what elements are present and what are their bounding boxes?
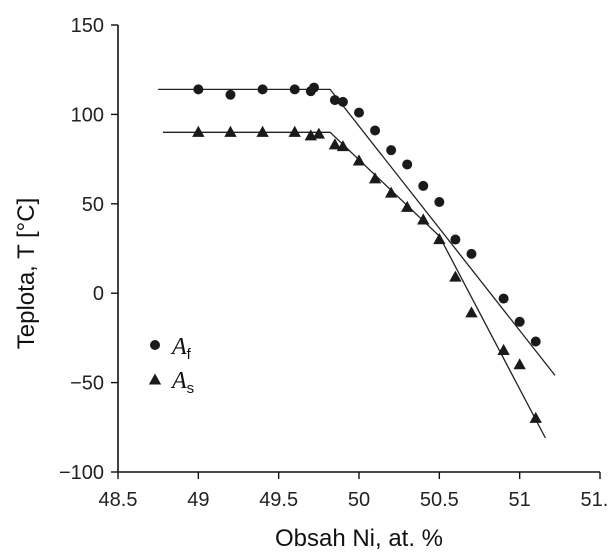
point-Af xyxy=(354,107,364,118)
point-Af xyxy=(434,197,445,208)
point-Af xyxy=(466,248,477,259)
point-As xyxy=(192,125,205,137)
point-As xyxy=(417,213,430,225)
x-tick-label: 48.5 xyxy=(99,489,138,511)
y-tick-label: 100 xyxy=(71,104,104,126)
x-tick-label: 49 xyxy=(187,489,209,511)
y-tick-label: 50 xyxy=(82,194,104,216)
data-markers xyxy=(192,82,542,423)
point-Af xyxy=(498,293,509,304)
point-Af xyxy=(193,84,204,95)
point-As xyxy=(368,172,382,184)
point-As xyxy=(401,200,414,212)
point-Af xyxy=(225,89,236,100)
point-Af xyxy=(450,234,461,245)
fit-line-Af xyxy=(158,88,556,376)
legend-label-As: As xyxy=(170,368,194,397)
point-As xyxy=(312,127,326,139)
fit-line-As xyxy=(163,131,546,439)
fit-lines xyxy=(158,88,556,439)
point-Af xyxy=(257,84,268,95)
point-Af xyxy=(418,180,429,191)
point-Af xyxy=(289,84,300,95)
point-As xyxy=(465,306,478,318)
point-As xyxy=(288,125,301,137)
point-As xyxy=(224,125,237,137)
y-tick-label: 0 xyxy=(93,283,104,305)
x-tick-label: 51 xyxy=(509,489,531,511)
legend-label-Af: Af xyxy=(170,334,192,363)
y-tick-label: −50 xyxy=(70,373,104,395)
y-axis-title: Teplota, T [°C] xyxy=(13,198,40,349)
point-Af xyxy=(514,316,525,327)
point-As xyxy=(513,358,526,370)
point-Af xyxy=(337,96,348,107)
x-tick-label: 51.5 xyxy=(581,489,609,511)
y-tick-label: 150 xyxy=(71,15,104,37)
point-As xyxy=(433,233,446,245)
point-Af xyxy=(530,336,541,347)
x-tick-label: 50 xyxy=(348,489,370,511)
point-As xyxy=(336,140,350,152)
x-axis-title: Obsah Ni, at. % xyxy=(275,525,443,552)
point-Af xyxy=(309,82,320,93)
point-As xyxy=(529,411,542,423)
axes xyxy=(111,24,601,479)
point-As xyxy=(352,154,366,166)
x-tick-label: 50.5 xyxy=(420,489,459,511)
point-As xyxy=(328,138,342,150)
point-As xyxy=(384,186,398,198)
point-Af xyxy=(370,125,381,136)
point-Af xyxy=(402,159,413,170)
tick-labels: 48.5 49 49.5 50 50.5 51 51.5 150 100 50 0 −50 −100 xyxy=(59,15,609,511)
legend-marker-As xyxy=(148,373,162,385)
point-As xyxy=(256,125,269,137)
point-Af xyxy=(329,95,340,106)
y-tick-label: −100 xyxy=(59,462,104,484)
x-tick-label: 49.5 xyxy=(259,489,298,511)
point-Af xyxy=(386,145,397,156)
legend: Af As xyxy=(148,334,194,397)
legend-marker-Af xyxy=(150,340,160,350)
point-As xyxy=(449,270,462,282)
point-As xyxy=(497,343,510,355)
